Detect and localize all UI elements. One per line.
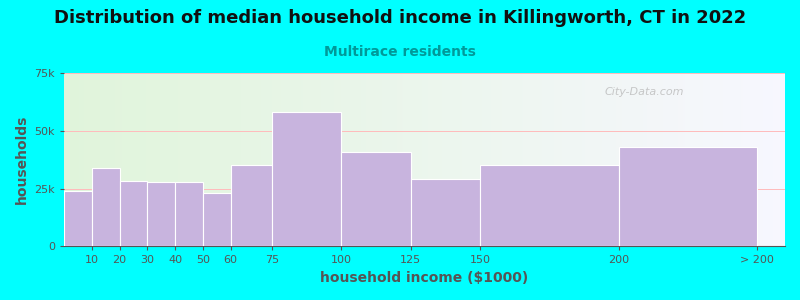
Bar xyxy=(92,168,120,246)
Bar xyxy=(272,112,342,246)
Bar xyxy=(64,191,92,246)
Bar xyxy=(120,181,147,246)
Bar xyxy=(147,182,175,246)
Bar xyxy=(410,179,480,246)
Text: City-Data.com: City-Data.com xyxy=(605,87,684,97)
Bar xyxy=(342,152,410,246)
Text: Multirace residents: Multirace residents xyxy=(324,45,476,59)
Y-axis label: households: households xyxy=(15,115,29,204)
X-axis label: household income ($1000): household income ($1000) xyxy=(321,271,529,285)
Bar xyxy=(175,182,203,246)
Bar xyxy=(480,166,618,246)
Bar xyxy=(618,147,758,246)
Bar xyxy=(230,166,272,246)
Bar xyxy=(203,193,230,246)
Text: Distribution of median household income in Killingworth, CT in 2022: Distribution of median household income … xyxy=(54,9,746,27)
